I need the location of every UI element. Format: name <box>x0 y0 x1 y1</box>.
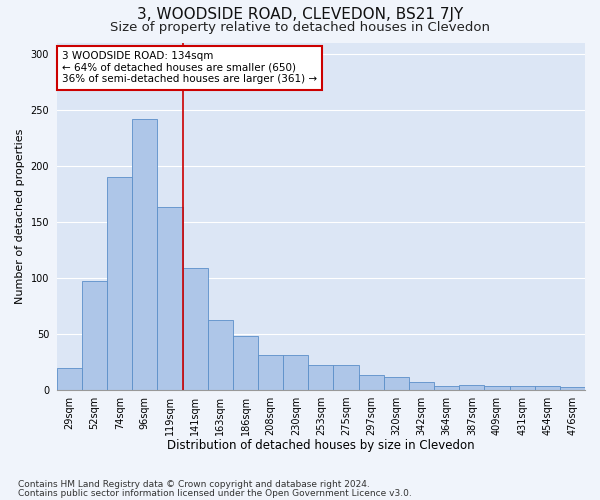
Bar <box>434 386 459 390</box>
Text: Size of property relative to detached houses in Clevedon: Size of property relative to detached ho… <box>110 21 490 34</box>
Bar <box>208 320 233 390</box>
Bar <box>384 378 409 390</box>
Bar <box>233 336 258 390</box>
Bar <box>359 375 384 390</box>
Text: Contains public sector information licensed under the Open Government Licence v3: Contains public sector information licen… <box>18 489 412 498</box>
Bar <box>409 382 434 390</box>
Text: 3, WOODSIDE ROAD, CLEVEDON, BS21 7JY: 3, WOODSIDE ROAD, CLEVEDON, BS21 7JY <box>137 8 463 22</box>
Bar <box>182 268 208 390</box>
Bar <box>82 281 107 390</box>
Bar <box>308 365 334 390</box>
Bar <box>484 386 509 390</box>
Text: 3 WOODSIDE ROAD: 134sqm
← 64% of detached houses are smaller (650)
36% of semi-d: 3 WOODSIDE ROAD: 134sqm ← 64% of detache… <box>62 51 317 84</box>
Bar <box>535 386 560 390</box>
Bar <box>107 177 132 390</box>
Bar <box>157 207 182 390</box>
X-axis label: Distribution of detached houses by size in Clevedon: Distribution of detached houses by size … <box>167 440 475 452</box>
Bar <box>132 118 157 390</box>
Bar <box>334 365 359 390</box>
Bar <box>459 385 484 390</box>
Text: Contains HM Land Registry data © Crown copyright and database right 2024.: Contains HM Land Registry data © Crown c… <box>18 480 370 489</box>
Bar <box>57 368 82 390</box>
Bar <box>258 355 283 390</box>
Bar <box>509 386 535 390</box>
Bar <box>560 388 585 390</box>
Bar <box>283 355 308 390</box>
Y-axis label: Number of detached properties: Number of detached properties <box>15 128 25 304</box>
